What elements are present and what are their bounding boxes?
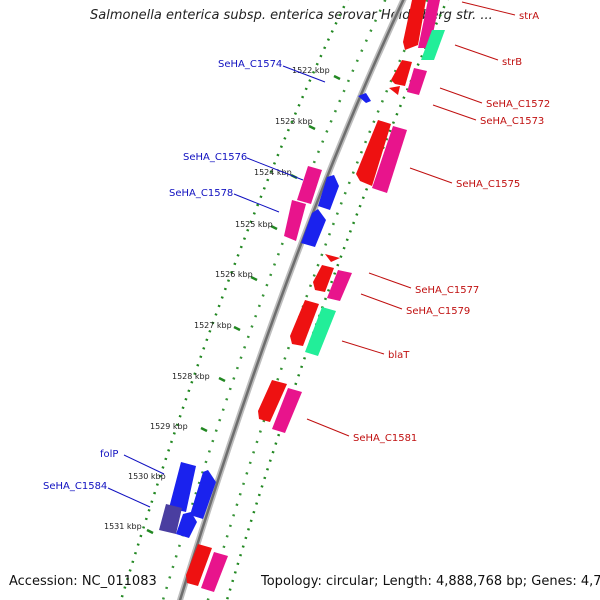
reverse-gene-labels: strA strB SeHA_C1572 SeHA_C1573 SeHA_C15…: [306, 1, 550, 444]
tick-label: 1528 kbp: [172, 372, 210, 381]
cds-SeHA_C1576[interactable]: [318, 175, 339, 210]
accession-label: Accession: NC_011083: [9, 574, 157, 589]
cds-SeHA_C1581[interactable]: [272, 388, 302, 433]
topology-label: Topology: circular; Length: 4,888,768 bp…: [261, 574, 600, 589]
genome-backbone: [176, 0, 407, 600]
cds-bottom-pink[interactable]: [201, 552, 228, 592]
cds-strA[interactable]: [403, 0, 426, 50]
cds-SeHA_C1577-b[interactable]: [313, 265, 334, 292]
gene-label-SeHA_C1584[interactable]: SeHA_C1584: [43, 481, 107, 492]
cds-SeHA_C1577[interactable]: [325, 254, 340, 262]
cds-SeHA_C1572-b[interactable]: [389, 86, 400, 95]
tick-label: 1524 kbp: [254, 168, 292, 177]
cds-SeHA_C1572[interactable]: [391, 60, 412, 86]
tick-label: 1531 kbp: [104, 522, 142, 531]
cds-folP-b[interactable]: [190, 470, 216, 519]
tick-label: 1529 kbp: [150, 422, 188, 431]
gene-label-folP[interactable]: folP: [100, 449, 118, 460]
gene-label-SeHA_C1572[interactable]: SeHA_C1572: [486, 99, 550, 110]
cds-SeHA_C1574[interactable]: [358, 93, 371, 103]
gene-label-strB[interactable]: strB: [502, 57, 522, 68]
cds-SeHA_C1584-b[interactable]: [176, 512, 197, 538]
gene-label-strA[interactable]: strA: [519, 11, 539, 22]
cds-SeHA_C1576-pink[interactable]: [297, 166, 322, 204]
cds-SeHA_C1575[interactable]: [356, 120, 391, 186]
tick-label: 1523 kbp: [275, 117, 313, 126]
gene-label-SeHA_C1579[interactable]: SeHA_C1579: [406, 306, 470, 317]
tick-label: 1530 kbp: [128, 472, 166, 481]
gene-label-SeHA_C1574[interactable]: SeHA_C1574: [218, 59, 282, 70]
tick-label: 1525 kbp: [235, 220, 273, 229]
cds-strB[interactable]: [421, 30, 445, 60]
cds-SeHA_C1575-pink[interactable]: [372, 126, 407, 193]
cds-folP[interactable]: [169, 462, 196, 512]
tick-label: 1526 kbp: [215, 270, 253, 279]
cds-SeHA_C1578-pink[interactable]: [284, 200, 306, 241]
reverse-strand-features: [186, 0, 445, 592]
forward-strand-features: [159, 93, 371, 538]
gene-label-SeHA_C1576[interactable]: SeHA_C1576: [183, 152, 247, 163]
cds-SeHA_C1579[interactable]: [327, 270, 352, 301]
gene-label-SeHA_C1575[interactable]: SeHA_C1575: [456, 179, 520, 190]
tick-label: 1527 kbp: [194, 321, 232, 330]
tick-labels: 1522 kbp 1523 kbp 1524 kbp 1525 kbp 1526…: [104, 66, 330, 531]
tick-label: 1522 kbp: [292, 66, 330, 75]
cds-strA-pink[interactable]: [418, 0, 440, 48]
forward-gene-labels: SeHA_C1574 SeHA_C1576 SeHA_C1578 folP Se…: [43, 59, 326, 508]
cds-SeHA_C1584[interactable]: [159, 504, 182, 534]
cds-SeHA_C1578[interactable]: [301, 209, 326, 247]
cds-blaT[interactable]: [305, 307, 336, 356]
cds-SeHA_C1573[interactable]: [407, 68, 427, 95]
gene-label-SeHA_C1577[interactable]: SeHA_C1577: [415, 285, 479, 296]
gene-label-SeHA_C1573[interactable]: SeHA_C1573: [480, 116, 544, 127]
track-forward-outer: [119, 0, 349, 600]
gene-label-SeHA_C1578[interactable]: SeHA_C1578: [169, 188, 233, 199]
cds-bottom-red[interactable]: [186, 544, 212, 586]
cds-SeHA_C1581-red[interactable]: [258, 380, 287, 422]
gene-label-blaT[interactable]: blaT: [388, 350, 410, 361]
genome-backbone-core: [178, 0, 405, 600]
cds-blaT-red[interactable]: [290, 300, 319, 346]
gene-label-SeHA_C1581[interactable]: SeHA_C1581: [353, 433, 417, 444]
